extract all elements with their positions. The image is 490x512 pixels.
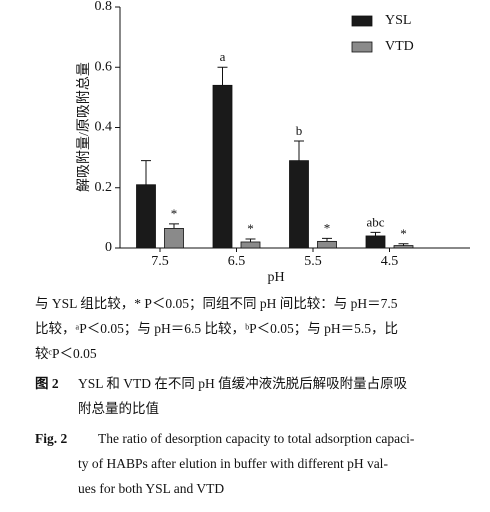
x-tick-label: 7.5 [151,254,169,269]
error-bar [141,160,151,185]
bar [365,235,386,249]
error-bar [169,223,179,229]
x-tick-label: 6.5 [228,254,246,269]
note-line: 较ᶜP＜0.05 [35,346,97,361]
y-tick-label: 0 [105,240,112,255]
note-line: 比较，ᵃP＜0.05；与 pH＝6.5 比较，ᵇP＜0.05；与 pH＝5.5，… [35,321,398,337]
y-tick-label: 0.2 [95,180,113,195]
bar [240,241,261,249]
caption-en-line: The ratio of desorption capacity to tota… [98,431,415,446]
y-tick-label: 0.4 [95,120,113,135]
y-axis-label: 解吸附量/原吸附总量 [76,62,92,192]
legend-label: YSL [385,13,411,28]
figure-label-cn: 图 2 [35,376,59,391]
error-bar [245,238,256,242]
bar [136,184,156,249]
error-bar [322,237,332,242]
error-bar [370,231,381,236]
legend-label: VTD [385,39,414,54]
annotation: * [247,221,254,236]
bar [164,228,184,249]
caption-cn-line: 附总量的比值 [78,401,159,416]
caption-cn-line: YSL 和 VTD 在不同 pH 值缓冲液洗脱后解吸附量占原吸 [78,376,408,391]
annotation: a [220,49,226,64]
bar [317,240,337,249]
note-line: 与 YSL 组比较，* P＜0.05；同组不同 pH 间比较：与 pH＝7.5 [35,296,398,312]
bar [212,84,233,249]
annotation: * [171,206,178,221]
x-tick-label: 5.5 [304,254,322,269]
annotation: abc [366,214,384,229]
legend-swatch [351,41,373,53]
error-bar [398,243,409,246]
bar [289,160,309,249]
annotation: * [324,220,331,235]
figure-label-en: Fig. 2 [35,431,67,446]
annotation: * [400,226,407,241]
y-tick-label: 0.6 [95,59,113,74]
caption-en-line: ty of HABPs after elution in buffer with… [78,456,388,471]
x-tick-label: 4.5 [381,254,399,269]
y-tick-label: 0.8 [95,0,113,14]
caption-en-line: ues for both YSL and VTD [78,481,224,496]
legend-swatch [351,15,373,27]
annotation: b [296,123,303,138]
bar [393,245,414,249]
x-axis-label: pH [267,270,284,285]
error-bar [294,140,304,161]
error-bar [217,66,228,86]
